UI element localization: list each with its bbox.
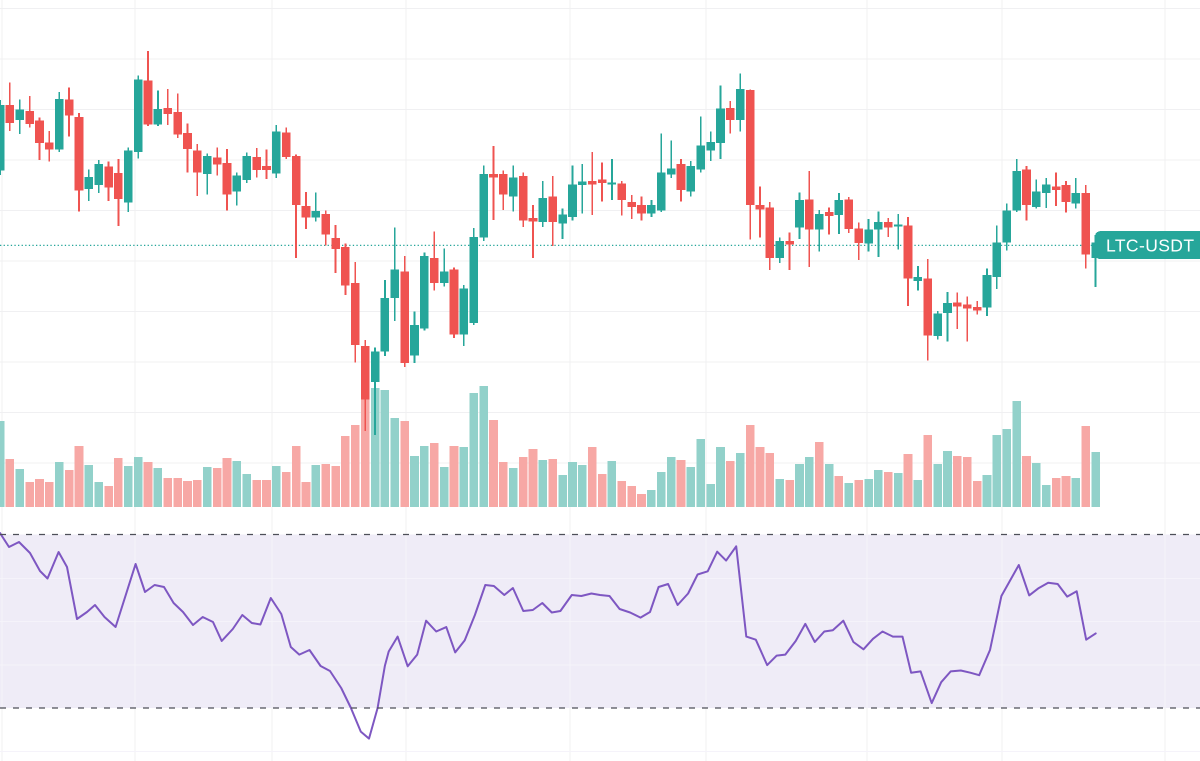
svg-text:LTC-USDT: LTC-USDT <box>1106 236 1194 256</box>
